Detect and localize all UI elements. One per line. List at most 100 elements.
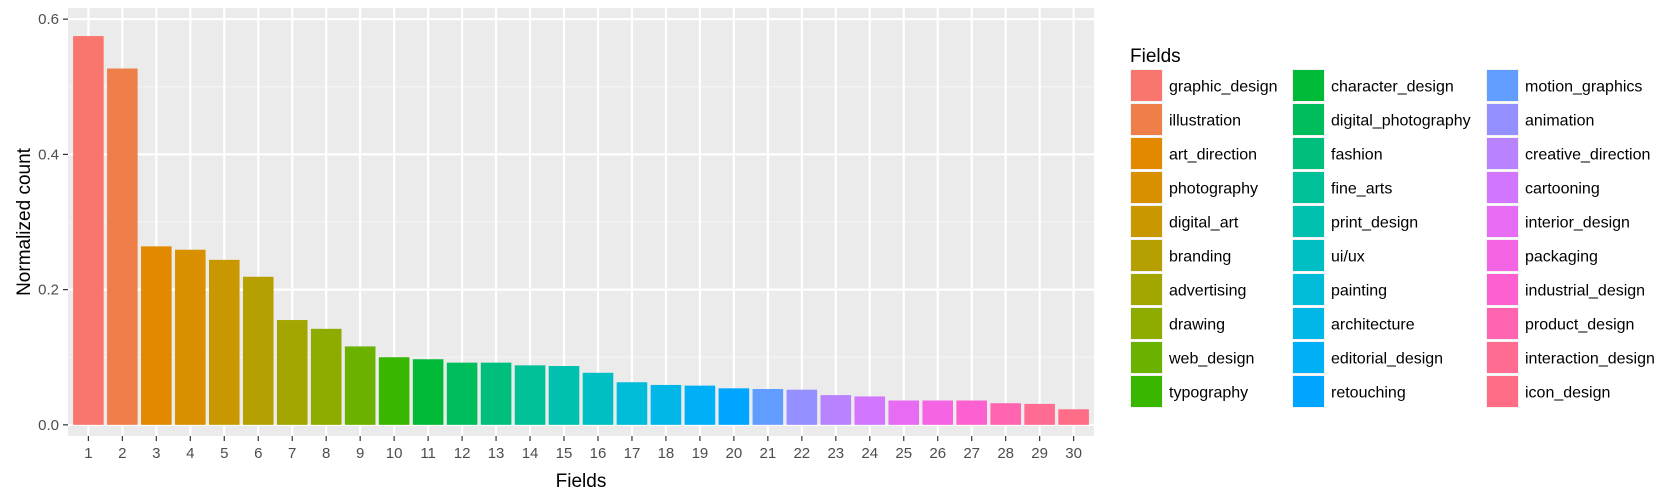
x-tick-label: 24 xyxy=(861,445,878,462)
legend-label: print_design xyxy=(1331,215,1418,232)
x-tick-label: 9 xyxy=(356,445,364,462)
bar xyxy=(514,365,546,425)
x-axis-title: Fields xyxy=(556,471,607,492)
legend-item: cartooning xyxy=(1486,171,1600,204)
bar xyxy=(73,36,104,425)
bar xyxy=(175,249,206,425)
bar xyxy=(718,388,750,425)
legend-swatch xyxy=(1293,274,1324,305)
bar xyxy=(107,68,138,425)
legend-swatch xyxy=(1293,104,1324,135)
bar xyxy=(922,400,954,425)
bar xyxy=(854,396,886,425)
legend-label: art_direction xyxy=(1169,147,1257,164)
legend-title: Fields xyxy=(1130,46,1181,67)
x-tick-label: 10 xyxy=(386,445,403,462)
bar xyxy=(684,385,716,425)
legend-label: digital_photography xyxy=(1331,113,1471,130)
x-tick-label: 11 xyxy=(420,445,436,462)
legend-label: drawing xyxy=(1169,317,1225,334)
legend-label: motion_graphics xyxy=(1525,79,1642,96)
x-tick-label: 14 xyxy=(522,445,539,462)
legend-label: cartooning xyxy=(1525,181,1600,198)
bar xyxy=(446,362,478,425)
x-tick-label: 20 xyxy=(726,445,743,462)
legend-label: icon_design xyxy=(1525,385,1610,402)
y-tick-label: 0.0 xyxy=(38,417,59,434)
bar xyxy=(480,362,512,425)
legend-item: digital_photography xyxy=(1292,103,1471,136)
legend-label: animation xyxy=(1525,113,1594,130)
legend-swatch xyxy=(1131,240,1162,271)
legend-swatch xyxy=(1293,206,1324,237)
legend-label: branding xyxy=(1169,249,1231,266)
bar xyxy=(276,320,308,425)
legend-label: graphic_design xyxy=(1169,79,1278,96)
legend-label: interior_design xyxy=(1525,215,1630,232)
legend-item: web_design xyxy=(1130,341,1254,374)
x-tick-label: 22 xyxy=(793,445,810,462)
x-axis: 1 2 3 4 5 6 7 8 9 10 11 12 13 14 15 16 17 18 19 20 21 22 23 24 2… xyxy=(84,436,1082,462)
x-tick-label: 25 xyxy=(895,445,912,462)
legend-label: packaging xyxy=(1525,249,1598,266)
legend-item: ui/ux xyxy=(1292,239,1365,272)
x-tick-label: 16 xyxy=(590,445,607,462)
bar xyxy=(752,389,784,425)
legend-swatch xyxy=(1487,138,1518,169)
legend-label: editorial_design xyxy=(1331,351,1443,368)
x-tick-label: 19 xyxy=(692,445,709,462)
legend-swatch xyxy=(1131,274,1162,305)
legend-item: illustration xyxy=(1130,103,1241,136)
legend-label: retouching xyxy=(1331,385,1406,402)
x-tick-label: 23 xyxy=(827,445,844,462)
legend-label: creative_direction xyxy=(1525,147,1650,164)
legend-swatch xyxy=(1131,138,1162,169)
x-tick-label: 29 xyxy=(1031,445,1048,462)
legend-item: product_design xyxy=(1486,307,1634,340)
legend-swatch xyxy=(1293,240,1324,271)
legend-swatch xyxy=(1131,376,1162,407)
legend-label: product_design xyxy=(1525,317,1634,334)
legend-swatch xyxy=(1293,138,1324,169)
legend-swatch xyxy=(1131,342,1162,373)
legend-label: character_design xyxy=(1331,79,1454,96)
legend-label: digital_art xyxy=(1169,215,1239,232)
x-tick-label: 8 xyxy=(322,445,330,462)
y-axis-title: Normalized count xyxy=(14,147,35,296)
bar xyxy=(344,346,376,425)
x-tick-label: 5 xyxy=(220,445,228,462)
bar xyxy=(956,400,987,425)
x-tick-label: 7 xyxy=(288,445,296,462)
legend-label: painting xyxy=(1331,283,1387,300)
legend-label: interaction_design xyxy=(1525,351,1655,368)
legend-item: retouching xyxy=(1292,375,1406,408)
legend-item: creative_direction xyxy=(1486,137,1650,170)
legend-item: character_design xyxy=(1292,69,1454,102)
legend-swatch xyxy=(1487,376,1518,407)
legend-item: branding xyxy=(1130,239,1231,272)
legend-swatch xyxy=(1487,172,1518,203)
x-tick-label: 4 xyxy=(186,445,194,462)
bar xyxy=(412,359,444,425)
x-tick-label: 17 xyxy=(624,445,641,462)
legend-swatch xyxy=(1131,308,1162,339)
bar xyxy=(990,403,1021,425)
y-tick-label: 0.2 xyxy=(38,282,59,299)
bar xyxy=(582,372,614,425)
bar xyxy=(1058,409,1089,425)
legend-item: interaction_design xyxy=(1486,341,1655,374)
bar xyxy=(208,259,240,425)
bar xyxy=(616,382,648,425)
legend-item: print_design xyxy=(1292,205,1418,238)
legend-item: drawing xyxy=(1130,307,1225,340)
legend-label: fashion xyxy=(1331,147,1383,164)
x-tick-label: 12 xyxy=(454,445,471,462)
x-tick-label: 26 xyxy=(929,445,946,462)
legend-item: icon_design xyxy=(1486,375,1610,408)
x-tick-label: 3 xyxy=(152,445,160,462)
legend-label: photography xyxy=(1169,181,1258,198)
x-tick-label: 2 xyxy=(118,445,126,462)
bar xyxy=(548,366,580,425)
y-tick-label: 0.4 xyxy=(38,146,59,163)
